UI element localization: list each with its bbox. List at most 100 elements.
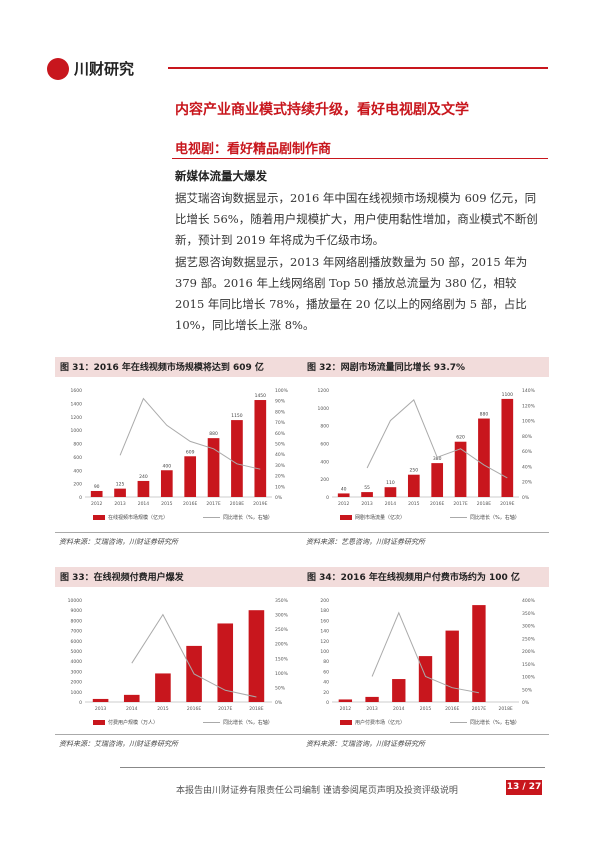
category-label: 2017E: [218, 706, 232, 712]
right-tick-label: 100%: [275, 671, 289, 677]
figure-32-chart: 0 200 400 600 800 1000 1200 0% 20% 40% 60% 80% 100% 1…: [318, 388, 536, 521]
right-tick-label: 10%: [275, 484, 286, 490]
category-label: 2014: [385, 501, 397, 507]
bar: [92, 698, 109, 702]
right-tick-label: 350%: [522, 611, 536, 617]
footer-divider: [120, 767, 545, 768]
bar-value-label: 620: [456, 435, 465, 441]
figure-32-title-bar: 图 32：网剧市场流量同比增长 93.7%: [302, 357, 549, 377]
bar-value-label: 1150: [231, 413, 243, 419]
legend-bar-swatch: [93, 720, 105, 725]
section-title: 内容产业商业模式持续升级，看好电视剧及文学: [175, 102, 469, 118]
bar: [361, 492, 373, 497]
brand-name: 川财研究: [74, 60, 135, 78]
left-tick-label: 3000: [71, 669, 83, 675]
left-tick-label: 400: [73, 468, 82, 474]
legend-line-label: 同比增长（%，右轴）: [223, 719, 273, 726]
bar-value-label: 40: [341, 486, 347, 492]
right-tick-label: 250%: [275, 627, 289, 633]
right-tick-label: 20%: [275, 474, 286, 480]
bar: [155, 673, 171, 702]
left-tick-label: 80: [323, 659, 329, 665]
right-tick-label: 200%: [522, 649, 536, 655]
figure-31-source-divider: [55, 532, 302, 533]
category-label: 2012: [91, 501, 103, 507]
left-tick-label: 200: [73, 482, 82, 488]
category-label: 2014: [138, 501, 150, 507]
bar-value-label: 110: [386, 480, 395, 486]
left-tick-label: 9000: [71, 608, 83, 614]
figure-34-source: 资料来源：艾瑞咨询，川财证券研究所: [306, 740, 425, 748]
category-label: 2012: [340, 706, 352, 712]
bar-value-label: 90: [94, 484, 100, 490]
bar-value-label: 250: [410, 468, 419, 474]
bar-value-label: 880: [209, 431, 218, 437]
figure-32: 图 32：网剧市场流量同比增长 93.7% 0 200 400 600 800 1000 1…: [302, 357, 549, 547]
footer-disclaimer: 本报告由川财证券有限责任公司编制 谨请参阅尾页声明及投资评级说明: [176, 786, 458, 796]
left-tick-label: 180: [320, 608, 329, 614]
bar: [384, 487, 397, 497]
brand-logo-icon: [47, 58, 69, 80]
figure-33-source: 资料来源：艾瑞咨询，川财证券研究所: [59, 740, 178, 748]
bar: [431, 463, 444, 497]
right-tick-label: 300%: [275, 613, 289, 619]
growth-line: [119, 397, 261, 470]
legend-bar-swatch: [93, 515, 105, 520]
right-tick-label: 80%: [275, 409, 286, 415]
left-tick-label: 2000: [71, 680, 83, 686]
bar-value-label: 240: [139, 474, 148, 480]
bar: [207, 438, 220, 497]
category-label: 2013: [95, 706, 107, 712]
bar-value-label: 1100: [502, 392, 514, 398]
left-tick-label: 100: [320, 649, 329, 655]
right-tick-label: 200%: [275, 642, 289, 648]
category-label: 2018E: [477, 501, 491, 507]
figure-31-title-bar: 图 31：2016 年在线视频市场规模将达到 609 亿: [55, 357, 302, 377]
category-label: 2017E: [206, 501, 220, 507]
left-tick-label: 120: [320, 639, 329, 645]
category-label: 2012: [338, 501, 350, 507]
bar: [445, 630, 459, 702]
bar-value-label: 380: [433, 456, 442, 462]
right-tick-label: 30%: [275, 463, 286, 469]
bar: [472, 605, 486, 702]
paragraph-2: 据艺恩咨询数据显示，2013 年网络剧播放数量为 50 部，2015 年为 37…: [175, 255, 528, 332]
bar-value-label: 400: [163, 463, 172, 469]
legend-bar-swatch: [340, 720, 352, 725]
right-tick-label: 60%: [275, 431, 286, 437]
bar-value-label: 880: [480, 412, 489, 418]
left-tick-label: 1000: [318, 406, 330, 412]
right-tick-label: 120%: [522, 403, 536, 409]
figure-33: 图 33：在线视频付费用户爆发 0 1000 2000 3000 4000 5000 600…: [55, 567, 302, 752]
category-label: 2016E: [187, 706, 201, 712]
figure-32-source-divider: [302, 532, 549, 533]
right-tick-label: 60%: [522, 449, 533, 455]
right-tick-label: 80%: [522, 434, 533, 440]
right-tick-label: 350%: [275, 598, 289, 604]
right-tick-label: 400%: [522, 598, 536, 604]
bar: [407, 474, 420, 497]
bar-value-label: 1450: [255, 393, 267, 399]
right-tick-label: 250%: [522, 636, 536, 642]
figure-31: 图 31：2016 年在线视频市场规模将达到 609 亿 0 200 400 600 8…: [55, 357, 302, 547]
category-label: 2016E: [445, 706, 459, 712]
left-tick-label: 8000: [71, 618, 83, 624]
left-tick-label: 5000: [71, 649, 83, 655]
paragraph-heading: 新媒体流量大爆发: [175, 169, 267, 183]
left-tick-label: 600: [73, 455, 82, 461]
legend-line-label: 同比增长（%，右轴）: [470, 514, 520, 521]
bar: [137, 480, 150, 497]
left-tick-label: 1000: [71, 428, 83, 434]
bar: [160, 470, 173, 497]
right-tick-label: 50%: [275, 685, 286, 691]
right-tick-label: 0%: [275, 700, 283, 706]
header-divider: [168, 67, 548, 69]
figure-31-source: 资料来源：艾瑞咨询，川财证券研究所: [59, 538, 178, 546]
bar: [501, 398, 514, 497]
bar: [337, 493, 350, 497]
left-tick-label: 800: [320, 424, 329, 430]
bar: [114, 488, 126, 497]
paragraph-1: 据艾瑞咨询数据显示，2016 年中国在线视频市场规模为 609 亿元，同比增长 …: [175, 191, 538, 247]
category-label: 2013: [114, 501, 126, 507]
figure-33-chart: 0 1000 2000 3000 4000 5000 6000 7000 8000 9000 100…: [68, 598, 289, 726]
